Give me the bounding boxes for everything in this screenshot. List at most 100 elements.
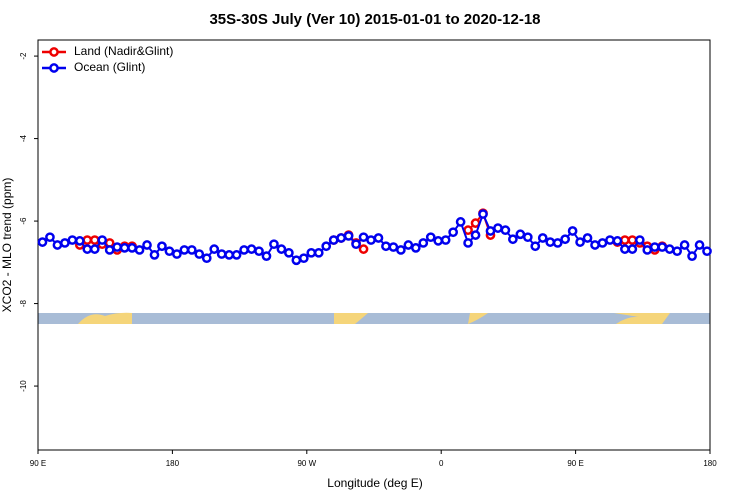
y-axis-label: XCO2 - MLO trend (ppm)	[0, 178, 14, 313]
data-point	[657, 242, 668, 252]
data-point	[470, 230, 481, 240]
data-point	[261, 251, 272, 261]
legend-label: Ocean (Glint)	[74, 60, 145, 74]
data-point	[485, 226, 496, 236]
data-point	[672, 246, 682, 257]
data-point	[620, 244, 630, 254]
data-point	[201, 253, 212, 264]
legend-label: Land (Nadir&Glint)	[74, 44, 173, 58]
data-point	[366, 235, 376, 245]
data-point	[627, 244, 638, 254]
data-point	[702, 246, 712, 257]
data-point	[605, 235, 615, 245]
data-point	[284, 247, 294, 258]
data-point	[515, 229, 526, 240]
data-point	[575, 237, 585, 247]
data-point	[478, 209, 488, 219]
data-point	[560, 234, 570, 245]
data-point	[89, 235, 100, 245]
legend-marker	[49, 63, 59, 73]
data-point	[418, 238, 429, 248]
data-point	[396, 245, 406, 255]
data-point	[358, 244, 369, 254]
plot-frame	[37, 39, 711, 451]
data-point	[620, 235, 630, 245]
data-point	[276, 244, 287, 254]
mask-land	[468, 313, 488, 324]
x-tick-label: 90 E	[567, 459, 583, 468]
data-point	[112, 242, 122, 252]
data-point	[246, 244, 257, 254]
x-tick-label: 90 E	[30, 459, 46, 468]
data-point	[306, 247, 317, 258]
data-point	[664, 244, 675, 254]
x-tick-label: 180	[166, 459, 180, 468]
data-point	[194, 249, 205, 259]
data-point	[134, 245, 145, 255]
data-point	[52, 240, 63, 250]
data-point	[157, 241, 167, 252]
data-point	[493, 223, 503, 233]
data-point	[694, 240, 705, 250]
data-point	[463, 225, 473, 236]
data-point	[522, 232, 533, 243]
data-point	[89, 244, 100, 254]
data-point	[239, 245, 249, 255]
data-point	[104, 245, 115, 255]
data-point	[269, 239, 279, 250]
data-point	[582, 233, 593, 243]
data-point	[164, 246, 175, 257]
data-point	[455, 217, 466, 227]
data-point	[224, 250, 234, 260]
data-point	[328, 235, 339, 245]
data-point	[186, 245, 197, 255]
data-point	[627, 235, 638, 245]
data-point	[343, 231, 354, 241]
mask-land	[78, 312, 132, 324]
data-point	[500, 225, 511, 236]
data-point	[149, 250, 160, 260]
x-tick-label: 180	[703, 459, 717, 468]
data-point	[119, 243, 130, 253]
data-point	[679, 240, 690, 250]
data-point	[373, 233, 384, 243]
data-point	[179, 245, 190, 255]
data-point	[634, 235, 645, 245]
data-point	[687, 251, 697, 261]
data-point	[612, 236, 623, 246]
data-point	[463, 238, 473, 248]
x-tick-label: 90 W	[297, 459, 316, 468]
data-point	[440, 235, 451, 245]
data-point	[97, 235, 108, 245]
data-point	[508, 234, 518, 245]
data-point	[537, 233, 548, 243]
data-point	[597, 238, 608, 248]
data-point	[642, 245, 653, 255]
mask-land	[334, 313, 368, 324]
data-point	[209, 244, 220, 254]
data-point	[172, 249, 182, 259]
data-point	[321, 241, 332, 252]
data-point	[45, 232, 55, 243]
chart-title: 35S-30S July (Ver 10) 2015-01-01 to 2020…	[209, 11, 540, 28]
mask-ocean	[38, 313, 710, 324]
data-point	[590, 240, 600, 250]
data-point	[351, 239, 361, 250]
data-point	[433, 236, 444, 246]
data-point	[216, 249, 227, 259]
y-tick-label: -2	[19, 52, 28, 60]
data-point	[567, 226, 578, 236]
data-point	[403, 240, 414, 250]
data-point	[74, 236, 85, 246]
mask-land	[614, 313, 670, 324]
x-tick-label: 0	[439, 459, 444, 468]
data-point	[552, 238, 563, 248]
y-tick-label: -8	[19, 299, 28, 307]
data-point	[381, 241, 391, 252]
data-point	[37, 237, 48, 247]
y-tick-label: -4	[19, 134, 28, 142]
data-point	[425, 232, 436, 243]
y-tick-label: -6	[19, 217, 28, 225]
data-point	[545, 237, 556, 247]
